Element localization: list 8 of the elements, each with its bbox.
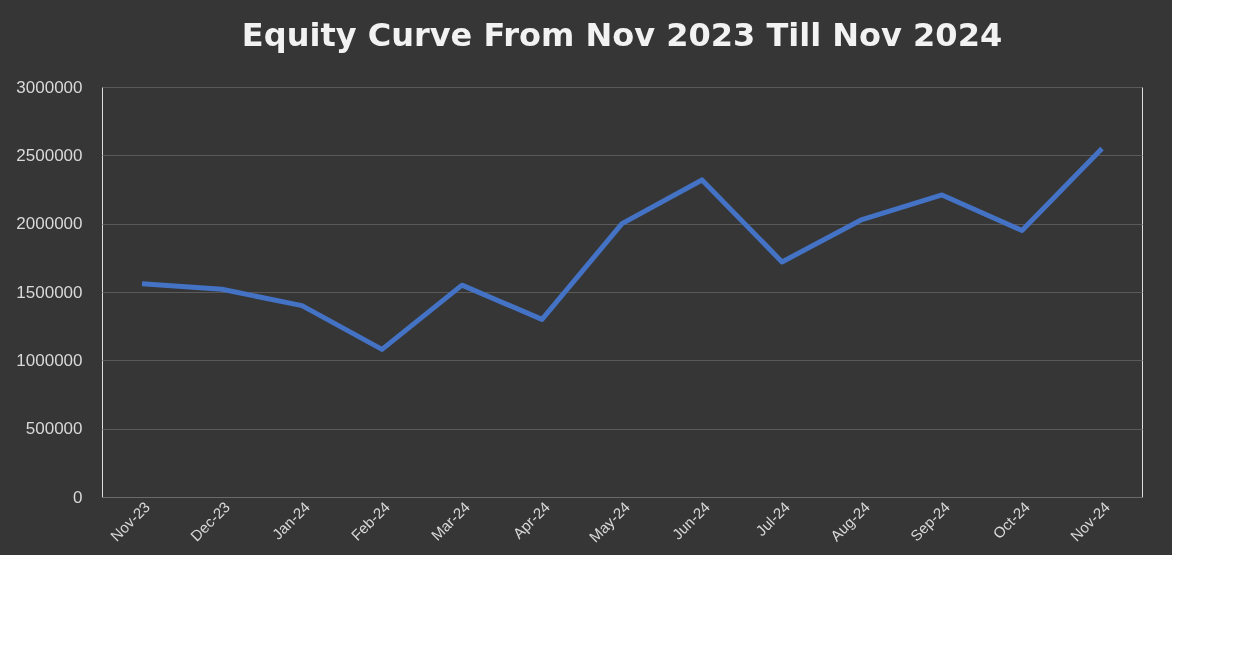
y-tick-label: 1000000 — [16, 350, 83, 370]
y-tick-label: 0 — [73, 487, 83, 507]
y-tick-label: 2500000 — [16, 145, 83, 165]
y-tick-label: 500000 — [25, 419, 83, 439]
y-tick-label: 3000000 — [16, 77, 83, 97]
chart-title: Equity Curve From Nov 2023 Till Nov 2024 — [241, 16, 1003, 54]
y-tick-label: 1500000 — [16, 282, 83, 302]
y-tick-label: 2000000 — [16, 214, 83, 234]
